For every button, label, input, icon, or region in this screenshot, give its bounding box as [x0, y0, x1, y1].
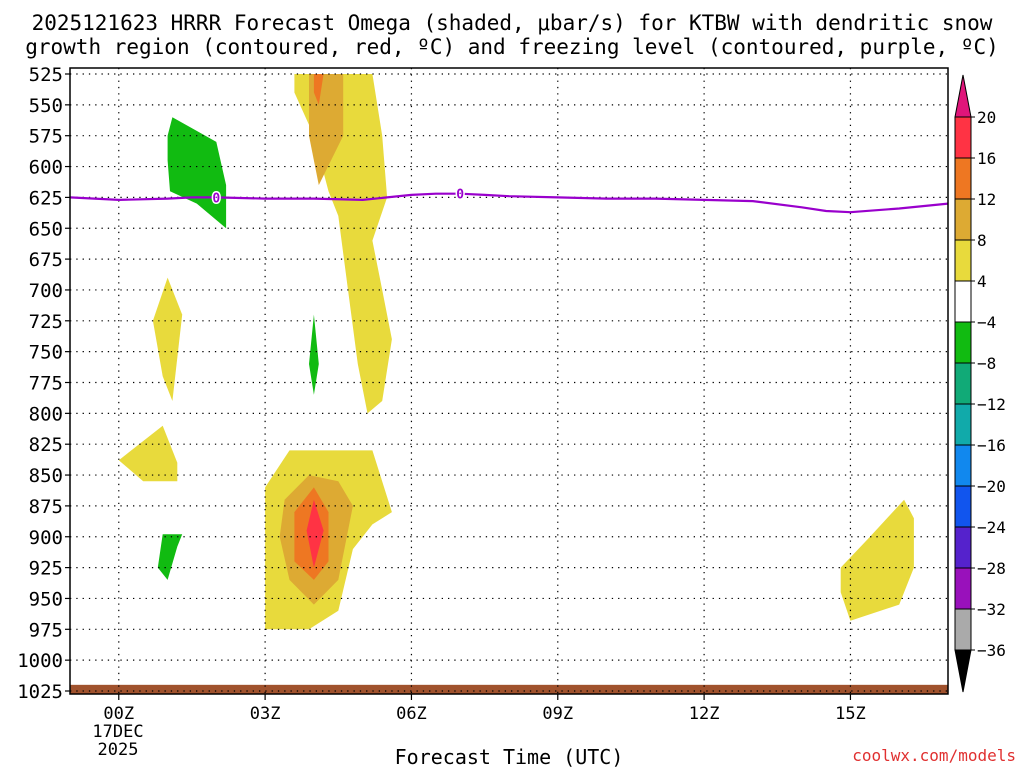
chart-title-line1: 2025121623 HRRR Forecast Omega (shaded, … [32, 11, 993, 35]
colorbar-top-arrow [954, 74, 972, 118]
y-tick-label: 1025 [17, 681, 63, 703]
colorbar-label: 8 [977, 231, 987, 250]
colorbar-swatch [954, 321, 972, 364]
plot-frame [69, 67, 949, 695]
y-tick-label: 575 [29, 126, 63, 148]
omega-green-low [157, 534, 183, 580]
colorbar-label: −12 [977, 395, 1006, 414]
omega-shaded-regions [118, 74, 914, 630]
y-tick-label: 775 [29, 373, 63, 395]
colorbar-label: 4 [977, 272, 987, 291]
colorbar: 20 16 12 8 4 −4 −8 −12 −16 −20 −24 −28 −32 −36 [954, 74, 1006, 693]
colorbar-swatch [954, 403, 972, 446]
colorbar-label: −4 [977, 313, 996, 332]
colorbar-label: 16 [977, 149, 996, 168]
y-tick-label: 725 [29, 311, 63, 333]
colorbar-swatch [954, 116, 972, 159]
y-axis-ticks: 525 550 575 600 625 650 675 700 725 750 775 800 825 8… [17, 64, 70, 703]
colorbar-swatch [954, 198, 972, 241]
x-axis-label: Forecast Time (UTC) [395, 745, 624, 768]
colorbar-swatch [954, 157, 972, 200]
omega-green-upper [167, 117, 227, 229]
omega-yellow-low-right [840, 499, 914, 621]
y-tick-label: 600 [29, 157, 63, 179]
colorbar-label: −24 [977, 518, 1006, 537]
y-tick-label: 850 [29, 465, 63, 487]
y-tick-label: 875 [29, 496, 63, 518]
colorbar-swatch [954, 608, 972, 651]
colorbar-swatch [954, 239, 972, 282]
colorbar-label: −28 [977, 559, 1006, 578]
colorbar-swatch [954, 362, 972, 405]
x-tick-label: 09Z [542, 704, 573, 724]
y-tick-label: 675 [29, 249, 63, 271]
colorbar-swatch [954, 280, 972, 323]
chart-title-line2: growth region (contoured, red, ºC) and f… [25, 35, 999, 59]
colorbar-label: −16 [977, 436, 1006, 455]
omega-red-low [306, 499, 324, 568]
x-tick-label: 15Z [835, 704, 866, 724]
colorbar-label: 20 [977, 108, 996, 127]
colorbar-label: −32 [977, 600, 1006, 619]
y-tick-label: 975 [29, 619, 63, 641]
y-tick-label: 750 [29, 342, 63, 364]
y-tick-label: 650 [29, 218, 63, 240]
omega-green-mid [309, 314, 319, 395]
y-tick-label: 550 [29, 95, 63, 117]
colorbar-swatch [954, 567, 972, 610]
omega-yellow-upper-column [294, 74, 392, 414]
x-tick-label: 00Z [103, 704, 134, 724]
ground-band [70, 684, 948, 694]
omega-yellow-mid [152, 277, 183, 401]
x-date-label-year: 2025 [98, 740, 139, 760]
freezing-level-label: 0 [212, 191, 220, 206]
x-tick-label: 03Z [250, 704, 281, 724]
y-tick-label: 700 [29, 280, 63, 302]
x-date-label-day: 17DEC [92, 722, 143, 742]
x-tick-label: 12Z [689, 704, 720, 724]
omega-orange-upper [309, 74, 344, 186]
colorbar-label: −36 [977, 641, 1006, 660]
gridlines [70, 68, 948, 694]
freezing-level-line [69, 192, 949, 214]
ground-fill [70, 684, 948, 694]
omega-yellow-low-left [118, 425, 178, 482]
omega-dark-orange-upper [313, 74, 324, 105]
colorbar-swatch [954, 485, 972, 528]
colorbar-label: −8 [977, 354, 996, 373]
y-tick-label: 925 [29, 558, 63, 580]
x-axis-ticks: 00Z 03Z 06Z 09Z 12Z 15Z [103, 694, 866, 724]
y-tick-label: 525 [29, 64, 63, 86]
y-tick-label: 800 [29, 403, 63, 425]
y-tick-label: 1000 [17, 650, 63, 672]
y-tick-label: 900 [29, 527, 63, 549]
y-tick-label: 950 [29, 588, 63, 610]
x-tick-label: 06Z [396, 704, 427, 724]
y-tick-label: 625 [29, 187, 63, 209]
colorbar-bottom-arrow [954, 649, 972, 693]
colorbar-swatch [954, 526, 972, 569]
colorbar-swatch [954, 444, 972, 487]
credit-label: coolwx.com/models [852, 746, 1016, 765]
colorbar-label: 12 [977, 190, 996, 209]
colorbar-label: −20 [977, 477, 1006, 496]
y-tick-label: 825 [29, 434, 63, 456]
freezing-level-label: 0 [456, 188, 464, 203]
